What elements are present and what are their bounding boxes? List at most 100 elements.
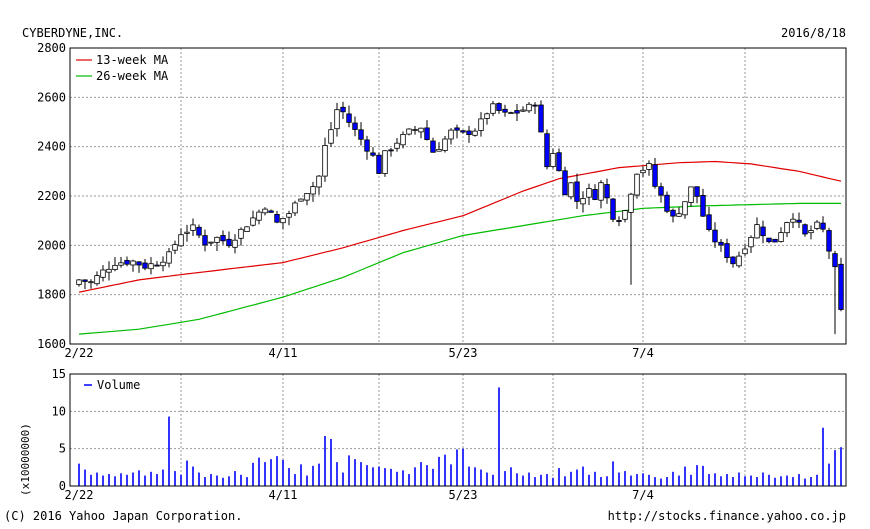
down-candle [766,237,772,243]
volume-unit-label: (x10000000) [19,423,32,496]
volume-y-tick-label: 15 [52,367,66,381]
down-candle [364,139,370,152]
ma13-legend-label: 13-week MA [96,53,169,67]
up-candle [754,224,760,239]
up-candle [484,113,490,119]
up-candle [736,255,742,267]
up-candle [814,221,820,229]
up-candle [526,103,532,112]
up-candle [808,230,814,234]
price-legend: 13-week MA 26-week MA [76,53,169,83]
up-candle [646,163,652,170]
up-candle [550,153,556,168]
down-candle [610,198,616,220]
price-x-tick-label: 7/4 [632,346,654,360]
down-candle [658,186,664,196]
down-candle [124,259,130,265]
ma26-legend-label: 26-week MA [96,69,169,83]
down-candle [154,264,160,267]
down-candle [652,164,658,187]
up-candle [568,182,574,198]
down-candle [664,194,670,212]
volume-x-tick-label: 5/23 [449,488,478,502]
price-panel [69,47,847,345]
up-candle [478,118,484,131]
down-candle [604,184,610,199]
down-candle [562,170,568,196]
down-candle [460,130,466,133]
ma26-line [78,202,841,335]
volume-panel [69,373,847,487]
price-y-tick-label: 1600 [37,337,66,351]
up-candle [250,217,256,226]
up-candle [442,138,448,151]
up-candle [310,186,316,195]
up-candle [298,198,304,202]
down-candle [346,113,352,123]
up-candle [262,208,268,214]
down-candle [724,243,730,259]
up-candle [88,281,94,284]
down-candle [718,241,724,246]
up-candle [406,128,412,135]
up-candle [748,236,754,248]
up-candle [106,268,112,273]
up-candle [166,251,172,264]
ma13-line [78,160,842,293]
down-candle [700,194,706,217]
volume-bars [78,387,842,486]
down-candle [532,104,538,107]
down-candle [352,122,358,130]
down-candle [502,108,508,113]
up-candle [742,248,748,255]
up-candle [160,261,166,267]
up-candle [304,192,310,201]
down-candle [760,226,766,237]
down-candle [370,152,376,156]
down-candle [466,130,472,135]
up-candle [448,129,454,140]
volume-y-tick-label: 0 [59,479,66,493]
copyright-text: (C) 2016 Yahoo Japan Corporation. [4,509,242,523]
down-candle [514,110,520,114]
up-candle [286,213,292,218]
down-candle [556,152,562,172]
price-x-tick-label: 4/11 [269,346,298,360]
down-candle [544,133,550,168]
down-candle [574,181,580,202]
price-y-tick-label: 1800 [37,288,66,302]
down-candle [220,235,226,242]
candlesticks [76,100,844,335]
source-url: http://stocks.finance.yahoo.co.jp [608,509,846,523]
up-candle [76,279,82,285]
volume-x-tick-label: 2/22 [65,488,94,502]
down-candle [694,186,700,197]
down-candle [376,154,382,174]
up-candle [784,222,790,234]
up-candle [586,188,592,198]
up-candle [394,142,400,149]
down-candle [730,256,736,265]
down-candle [838,263,844,310]
up-candle [676,213,682,217]
up-candle [232,239,238,248]
up-candle [418,127,424,133]
volume-x-tick-label: 4/11 [269,488,298,502]
price-y-tick-label: 2000 [37,238,66,252]
up-candle [580,198,586,205]
down-candle [802,224,808,235]
volume-x-axis: 2/22 4/11 5/23 7/4 [65,488,654,502]
up-candle [316,175,322,188]
up-candle [640,169,646,174]
up-candle [292,202,298,214]
volume-y-tick-label: 5 [59,442,66,456]
down-candle [496,103,502,111]
up-candle [688,186,694,203]
up-candle [598,182,604,201]
down-candle [796,219,802,223]
up-candle [208,241,214,244]
volume-legend: Volume [84,378,140,392]
price-y-tick-label: 2200 [37,189,66,203]
chart-date: 2016/8/18 [781,26,846,40]
up-candle [94,275,100,285]
